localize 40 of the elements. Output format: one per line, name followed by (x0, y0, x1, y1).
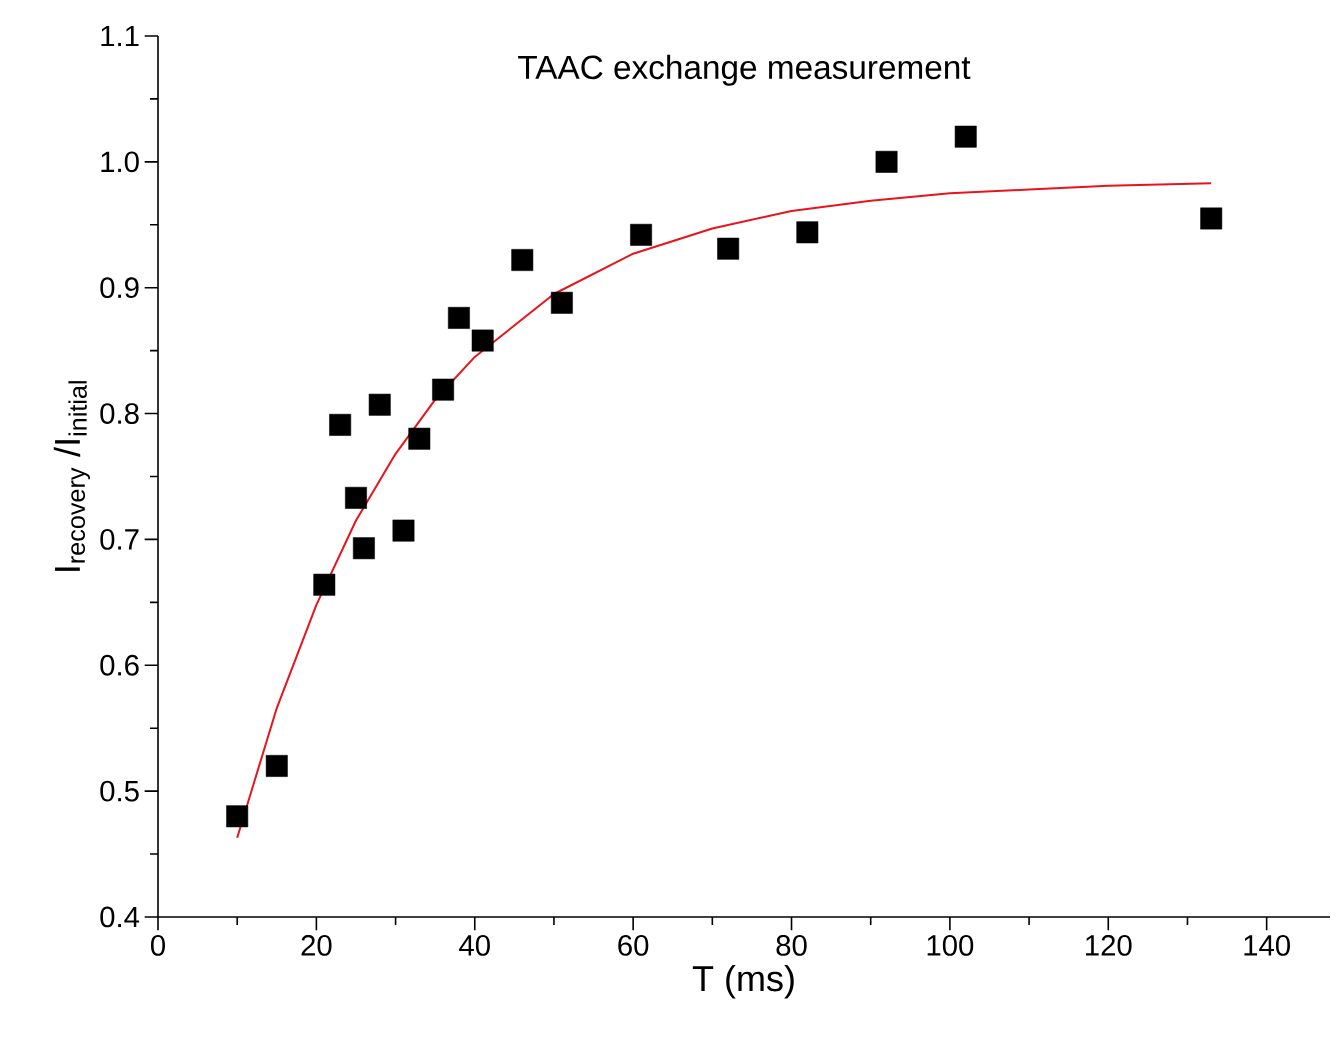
point (954, 125, 977, 148)
point (796, 221, 819, 244)
y-tick-label: 1.1 (101, 25, 139, 47)
point (313, 573, 336, 596)
x-tick-label: 40 (459, 935, 490, 956)
x-tick-label: 140 (1244, 935, 1290, 956)
y-tick-label: 0.7 (100, 529, 139, 550)
x-tick-label: 60 (618, 935, 649, 956)
point (352, 537, 375, 560)
line-series (236, 182, 1213, 839)
point (630, 223, 652, 246)
y-axis-title: I$_{recovery}$ /I$_{initial}$ (53, 381, 91, 571)
point (432, 378, 455, 401)
x-tick-label: 100 (927, 935, 974, 956)
y-tick-label: 0.9 (100, 277, 139, 299)
point (511, 249, 534, 271)
point (550, 291, 573, 314)
y-tick-label: 0.4 (100, 906, 140, 928)
text: TAAC exchange measurement (518, 54, 971, 86)
y-tick-label: 0.8 (100, 403, 139, 424)
y-tick-label: 0.5 (100, 780, 139, 802)
point (408, 427, 431, 450)
point (226, 805, 249, 828)
point (265, 755, 288, 777)
point (447, 306, 470, 329)
point (345, 486, 367, 509)
point (329, 413, 352, 436)
point (717, 237, 740, 260)
point (1200, 207, 1223, 230)
point (368, 393, 391, 416)
x-tick-label: 120 (1086, 935, 1132, 956)
point (471, 329, 494, 352)
point (392, 519, 415, 542)
x-tick-label: 80 (776, 935, 807, 956)
x-tick-label: 20 (301, 935, 332, 956)
x-axis-title: T (ms) (692, 964, 794, 999)
y-tick-label: 0.6 (100, 654, 139, 676)
point (875, 150, 898, 173)
y-tick-label: 1.0 (101, 151, 139, 173)
x-tick-label: 0 (151, 935, 166, 956)
